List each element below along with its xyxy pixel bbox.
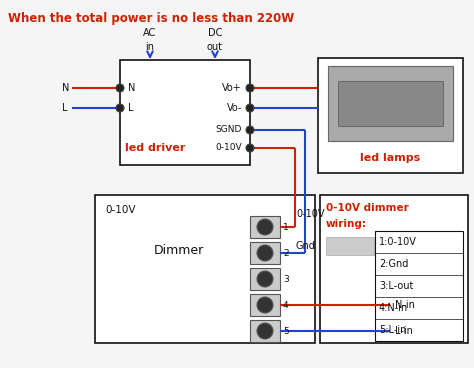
Text: L-in: L-in — [395, 326, 413, 336]
Text: 4:N-in: 4:N-in — [379, 303, 408, 313]
Text: 0-10V: 0-10V — [215, 144, 242, 152]
Text: 3: 3 — [283, 275, 289, 283]
Text: DC: DC — [208, 28, 222, 38]
Text: 3:L-out: 3:L-out — [379, 281, 413, 291]
Text: 2:Gnd: 2:Gnd — [379, 259, 409, 269]
Text: Dimmer: Dimmer — [154, 244, 204, 256]
Circle shape — [246, 84, 254, 92]
Circle shape — [257, 271, 273, 287]
Text: AC: AC — [143, 28, 156, 38]
Text: led lamps: led lamps — [360, 153, 420, 163]
Bar — [250, 320, 280, 342]
Text: Gnd: Gnd — [296, 241, 316, 251]
Circle shape — [257, 323, 273, 339]
Bar — [318, 58, 463, 173]
Text: out: out — [207, 42, 223, 52]
Bar — [250, 294, 280, 316]
Text: 5: 5 — [283, 326, 289, 336]
Bar — [338, 81, 443, 126]
Text: N-in: N-in — [395, 300, 415, 310]
Bar — [250, 216, 280, 238]
Circle shape — [116, 84, 124, 92]
Text: 4: 4 — [283, 301, 289, 309]
Circle shape — [257, 297, 273, 313]
Text: L: L — [128, 103, 134, 113]
Bar — [375, 231, 463, 341]
Text: 0-10V: 0-10V — [296, 209, 325, 219]
Bar — [95, 195, 315, 343]
Text: When the total power is no less than 220W: When the total power is no less than 220… — [8, 12, 294, 25]
Text: 1:0-10V: 1:0-10V — [379, 237, 417, 247]
Text: L: L — [62, 103, 67, 113]
Circle shape — [246, 104, 254, 112]
Text: in: in — [146, 42, 155, 52]
Text: SGND: SGND — [216, 125, 242, 134]
Circle shape — [116, 104, 124, 112]
Bar — [120, 60, 250, 165]
Bar — [328, 66, 453, 141]
Text: 1: 1 — [283, 223, 289, 231]
Text: 5:L-in: 5:L-in — [379, 325, 406, 335]
Text: Vo+: Vo+ — [222, 83, 242, 93]
Text: led driver: led driver — [125, 143, 185, 153]
Bar — [326, 237, 374, 255]
Text: N: N — [128, 83, 136, 93]
Circle shape — [257, 219, 273, 235]
Text: 0-10V: 0-10V — [105, 205, 136, 215]
Circle shape — [257, 245, 273, 261]
Bar — [250, 268, 280, 290]
Text: 2: 2 — [283, 248, 289, 258]
Text: N: N — [62, 83, 69, 93]
Text: Vo-: Vo- — [227, 103, 242, 113]
Text: wiring:: wiring: — [326, 219, 367, 229]
Circle shape — [246, 126, 254, 134]
Bar — [250, 242, 280, 264]
Circle shape — [246, 144, 254, 152]
Bar — [320, 195, 468, 343]
Text: 0-10V dimmer: 0-10V dimmer — [326, 203, 409, 213]
